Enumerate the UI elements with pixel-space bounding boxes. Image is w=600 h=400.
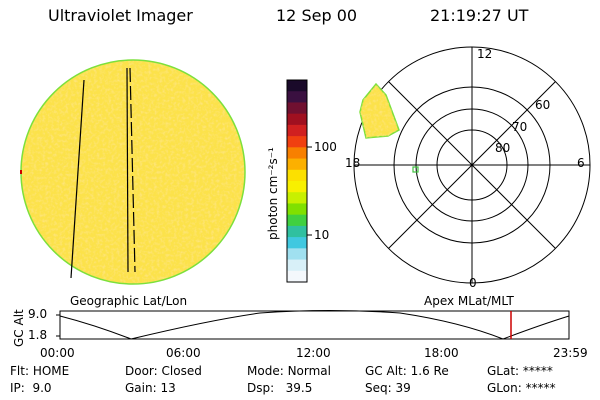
altitude-timeline [56, 310, 570, 340]
apex-caption: Apex MLat/MLT [424, 294, 514, 308]
status-flt: Flt: HOME [10, 364, 70, 378]
colorbar-segment [287, 248, 307, 261]
timeline-xtick-0000: 00:00 [40, 346, 75, 360]
colorbar-segment [287, 225, 307, 238]
longitude-line-dashed [129, 67, 136, 273]
colorbar-segment [287, 259, 307, 272]
timeline-ytick-9: 9.0 [28, 307, 48, 321]
colorbar-segment [287, 102, 307, 115]
longitude-line [70, 79, 85, 279]
colorbar-segment [287, 192, 307, 205]
emission-texture [21, 60, 245, 284]
geographic-image [20, 59, 246, 285]
timeline-xtick-1200: 12:00 [296, 346, 331, 360]
longitude-line [126, 67, 129, 273]
colorbar-segment [287, 169, 307, 182]
colorbar-segment [287, 80, 307, 92]
colorbar-segment [287, 136, 307, 148]
status-mode: Mode: Normal [247, 364, 331, 378]
colorbar-unit-label: photon cm⁻²s⁻¹ [266, 147, 280, 240]
mlat-label-80: 80 [495, 141, 511, 155]
mlat-label-60: 60 [535, 98, 551, 112]
status-gc-alt: GC Alt: 1.6 Re [365, 364, 449, 378]
mlt-label-18: 18 [345, 156, 361, 170]
timeline-xtick-2359: 23:59 [553, 346, 588, 360]
spacecraft-marker [412, 166, 419, 173]
auroral-texture [360, 84, 399, 138]
status-dsp: Dsp: 39.5 [247, 381, 313, 395]
colorbar-segment [287, 147, 307, 160]
polar-diagonal [388, 81, 556, 249]
status-seq: Seq: 39 [365, 381, 411, 395]
mlt-label-0: 0 [469, 276, 477, 290]
colorbar-segment [287, 181, 307, 193]
mlat-label-70: 70 [512, 120, 528, 134]
status-glon: GLon: ***** [487, 381, 556, 395]
timeline-ytick-1.8: 1.8 [28, 328, 48, 342]
colorbar-tick-10: 10 [314, 228, 330, 242]
colorbar-segment [287, 237, 307, 249]
polar-plot [353, 46, 591, 284]
geographic-caption: Geographic Lat/Lon [70, 294, 188, 308]
timeline-xtick-0600: 06:00 [166, 346, 201, 360]
colorbar-border [286, 79, 308, 283]
colorbar-segment [287, 158, 307, 171]
mlt-label-6: 6 [577, 156, 585, 170]
status-gain: Gain: 13 [125, 381, 176, 395]
colorbar-segment [287, 270, 307, 283]
timeline-xtick-1800: 18:00 [424, 346, 459, 360]
observation-date: 12 Sep 00 [276, 6, 358, 25]
colorbar-tick-100: 100 [314, 140, 337, 154]
color-bar [286, 79, 308, 283]
colorbar-segment [287, 124, 307, 137]
colorbar-segment [287, 91, 307, 104]
colorbar-segment [287, 214, 307, 227]
altitude-curve [59, 310, 570, 340]
colorbar-segment [287, 203, 307, 216]
observation-time: 21:19:27 UT [430, 6, 529, 25]
colorbar-segment [287, 113, 307, 126]
status-door: Door: Closed [125, 364, 202, 378]
status-ip: IP: 9.0 [10, 381, 52, 395]
mlt-label-12: 12 [477, 47, 493, 61]
status-glat: GLat: ***** [487, 364, 553, 378]
timeline-ylabel: GC Alt [12, 309, 26, 347]
instrument-title: Ultraviolet Imager [48, 6, 193, 25]
limb-marker [20, 170, 22, 174]
